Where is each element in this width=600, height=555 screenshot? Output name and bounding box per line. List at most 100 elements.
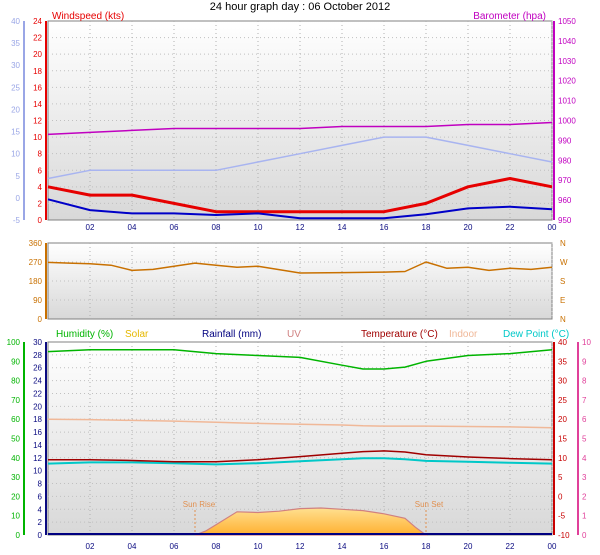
y-tick-label: 0 (38, 531, 43, 540)
y-tick-label: 4 (38, 505, 43, 514)
x-tick-label: 06 (170, 223, 179, 232)
y-tick-label: 2 (38, 199, 43, 208)
x-tick-label: 20 (464, 223, 473, 232)
y-tick-label: 20 (11, 492, 20, 501)
y-tick-label: 5 (582, 435, 587, 444)
y-tick-label: 14 (33, 100, 42, 109)
y-tick-label: 8 (582, 377, 587, 386)
y-tick-label: 1 (582, 512, 587, 521)
humidity-temp-chart: 02 04 06 08 10 12 14 16 18 20 22 000102030405060708… (7, 329, 592, 551)
y-tick-label: 25 (558, 396, 567, 405)
solar-area (194, 507, 428, 536)
direction-series (47, 261, 553, 274)
y-tick-label: 15 (11, 128, 20, 137)
temperature-line (48, 450, 553, 463)
sun-rise-label: Sun Rise (183, 500, 216, 509)
x-tick-label: 04 (128, 223, 137, 232)
x-tick-label: 00 (548, 223, 557, 232)
y-tick-label: 960 (558, 196, 572, 205)
y-tick-label: 9 (582, 357, 587, 366)
y-tick-label: 100 (7, 338, 21, 347)
y-tick-label: 1010 (558, 97, 576, 106)
y-tick-label: 30 (33, 338, 42, 347)
y-tick-label: 8 (38, 150, 43, 159)
x-tick-label: 10 (254, 542, 263, 551)
y-tick-label: 1030 (558, 57, 576, 66)
x-tick-label: 04 (128, 542, 137, 551)
y-tick-label: 40 (11, 454, 20, 463)
x-tick-label: 02 (86, 542, 95, 551)
windspeed-label: Windspeed (kts) (52, 11, 124, 22)
wind-direction-chart: 0 90 180 270 360 N E S W N (29, 239, 568, 324)
y-tick-label: 70 (11, 396, 20, 405)
y-tick-label: 10 (582, 338, 591, 347)
y-tick-label: 950 (558, 216, 572, 225)
wind-series (47, 121, 553, 220)
y-tick-label: 12 (33, 454, 42, 463)
barometer-line (47, 121, 553, 136)
y-tick-label: 22 (33, 389, 42, 398)
y-tick-label: 10 (558, 454, 567, 463)
y-tick-label: 60 (11, 415, 20, 424)
y-tick-label: 0 (38, 315, 43, 324)
wind-axis-ticks: 02 04 06 08 10 12 14 16 18 20 22 00-505101520253035… (11, 17, 576, 232)
y-tick-label: 6 (38, 492, 43, 501)
dew-point-line (47, 457, 553, 466)
y-tick-label: 18 (33, 415, 42, 424)
y-tick-label: 980 (558, 156, 572, 165)
y-tick-label: 50 (11, 435, 20, 444)
y-tick-label: 30 (558, 377, 567, 386)
y-tick-label: 20 (558, 415, 567, 424)
x-tick-label: 02 (86, 223, 95, 232)
x-tick-label: 20 (464, 542, 473, 551)
x-tick-label: 14 (338, 223, 347, 232)
y-tick-label: 10 (11, 512, 20, 521)
y-tick-label: 10 (33, 133, 42, 142)
x-tick-label: 16 (380, 223, 389, 232)
y-tick-label: 970 (558, 176, 572, 185)
solar-label: Solar (125, 329, 149, 340)
y-tick-label: 5 (558, 473, 563, 482)
y-tick-label: 990 (558, 136, 572, 145)
x-tick-label: 06 (170, 542, 179, 551)
y-tick-label: 3 (582, 473, 587, 482)
y-tick-label: -10 (558, 531, 570, 540)
dew-point-label: Dew Point (°C) (503, 329, 569, 340)
y-tick-label: 2 (582, 492, 587, 501)
x-tick-label: 08 (212, 223, 221, 232)
y-tick-label: S (560, 277, 565, 286)
y-tick-label: 12 (33, 117, 42, 126)
y-tick-label: 30 (11, 61, 20, 70)
y-tick-label: W (560, 258, 568, 267)
temp-grid (48, 342, 553, 535)
y-tick-label: 16 (33, 428, 42, 437)
barometer-label: Barometer (hpa) (473, 11, 546, 22)
sun-set-label: Sun Set (415, 500, 444, 509)
humidity-line (47, 348, 553, 370)
y-tick-label: 0 (38, 216, 43, 225)
y-tick-label: 7 (582, 396, 587, 405)
y-tick-label: 35 (11, 39, 20, 48)
x-tick-label: 22 (506, 542, 515, 551)
wind-baro-chart: 02 04 06 08 10 12 14 16 18 20 22 00-505101520253035… (11, 11, 576, 232)
wind-average-line (47, 198, 553, 220)
y-tick-label: 1020 (558, 77, 576, 86)
y-tick-label: 20 (33, 50, 42, 59)
y-tick-label: 2 (38, 518, 43, 527)
y-tick-label: 1050 (558, 17, 576, 26)
x-tick-label: 18 (422, 542, 431, 551)
y-tick-label: 1040 (558, 37, 576, 46)
y-tick-label: -5 (13, 216, 21, 225)
x-tick-label: 12 (296, 223, 305, 232)
x-tick-label: 18 (422, 223, 431, 232)
x-tick-label: 12 (296, 542, 305, 551)
y-tick-label: 90 (33, 296, 42, 305)
y-tick-label: 90 (11, 357, 20, 366)
page-title: 24 hour graph day : 06 October 2012 (210, 1, 390, 13)
y-tick-label: 26 (33, 364, 42, 373)
direction-grid (48, 243, 553, 319)
x-tick-label: 16 (380, 542, 389, 551)
y-tick-label: 270 (29, 258, 43, 267)
indoor-temperature-line (47, 418, 553, 429)
